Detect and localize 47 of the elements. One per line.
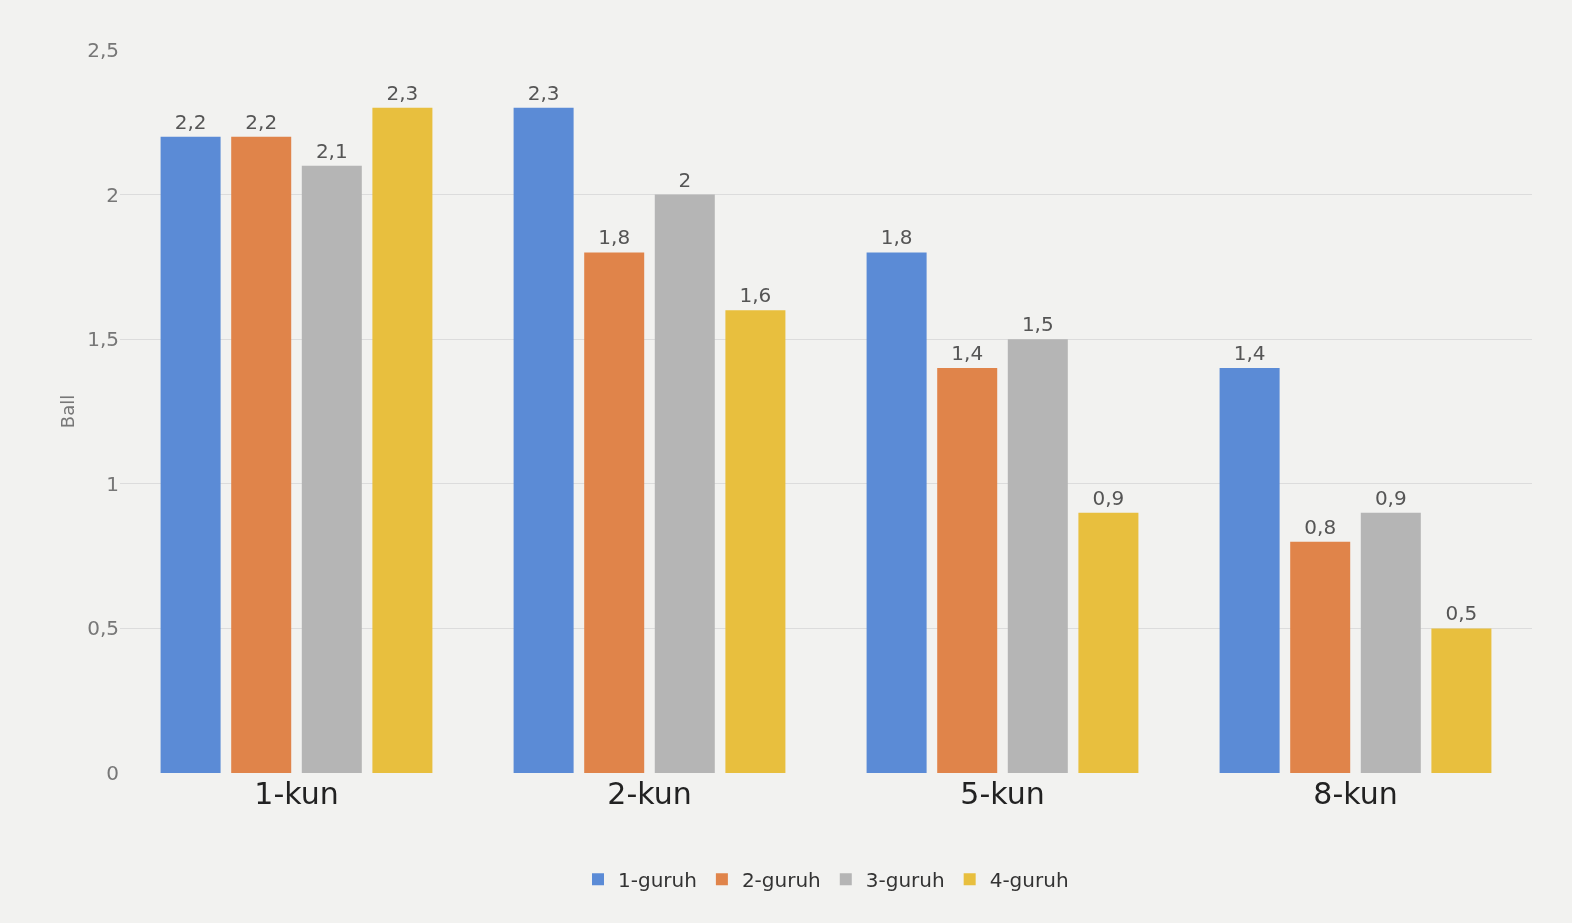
data-label: 1,8	[880, 225, 913, 250]
y-axis-title: Ball	[57, 394, 78, 429]
bar	[654, 194, 715, 773]
data-label: 2,2	[174, 109, 207, 134]
data-label: 2,1	[315, 138, 348, 163]
bar	[1219, 368, 1280, 773]
bar	[160, 136, 221, 773]
legend-label: 2-guruh	[741, 868, 821, 893]
data-label: 0,8	[1304, 514, 1337, 539]
legend-label: 4-guruh	[989, 868, 1069, 893]
bar	[372, 107, 433, 773]
x-tick-label: 1-kun	[254, 776, 339, 811]
bar	[513, 107, 574, 773]
y-tick-label: 0,5	[87, 616, 119, 641]
bar	[937, 368, 998, 773]
x-tick-label: 5-kun	[960, 776, 1045, 811]
data-label: 1,5	[1021, 312, 1054, 337]
data-label: 2	[678, 167, 692, 192]
bar	[584, 252, 645, 773]
data-label: 1,4	[951, 341, 984, 366]
y-tick-label: 1	[106, 471, 119, 496]
bar	[866, 252, 927, 773]
x-tick-label: 2-kun	[607, 776, 692, 811]
y-tick-label: 2	[106, 182, 119, 207]
data-label: 1,6	[739, 283, 772, 308]
bar	[725, 310, 786, 773]
legend-label: 3-guruh	[865, 868, 945, 893]
y-tick-label: 1,5	[87, 327, 119, 352]
data-label: 0,5	[1445, 601, 1478, 626]
x-tick-label: 8-kun	[1313, 776, 1398, 811]
data-label: 0,9	[1374, 485, 1407, 510]
bar	[1078, 512, 1139, 773]
data-label: 2,2	[245, 109, 278, 134]
data-label: 0,9	[1092, 485, 1125, 510]
legend-label: 1-guruh	[618, 868, 697, 893]
bar	[1007, 339, 1068, 773]
y-tick-label: 0	[106, 761, 119, 785]
bar	[1431, 628, 1492, 773]
y-tick-label: 2,5	[87, 38, 119, 62]
bar	[231, 136, 292, 773]
bar	[1290, 541, 1351, 773]
data-label: 1,8	[598, 225, 631, 250]
bar	[1360, 512, 1421, 773]
data-label: 2,3	[386, 80, 419, 105]
data-label: 2,3	[527, 80, 560, 105]
data-label: 1,4	[1233, 341, 1266, 366]
bar	[301, 165, 362, 773]
